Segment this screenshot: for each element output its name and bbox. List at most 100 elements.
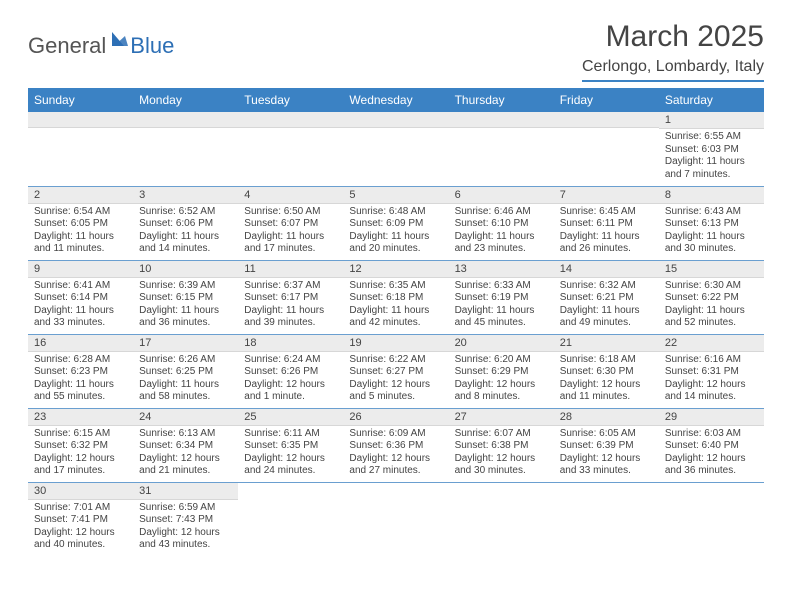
calendar-day-cell: 24Sunrise: 6:13 AMSunset: 6:34 PMDayligh… <box>133 408 238 482</box>
sunset-text: Sunset: 6:38 PM <box>455 440 548 453</box>
day-info: Sunrise: 7:01 AMSunset: 7:41 PMDaylight:… <box>28 500 133 556</box>
calendar-day-cell <box>343 482 448 556</box>
empty-day-header <box>449 112 554 128</box>
day-number: 29 <box>659 409 764 426</box>
sunset-text: Sunset: 6:19 PM <box>455 292 548 305</box>
calendar-table: Sunday Monday Tuesday Wednesday Thursday… <box>28 88 764 556</box>
logo-sail-icon <box>110 30 130 53</box>
sunrise-text: Sunrise: 6:09 AM <box>349 428 442 441</box>
day-number: 31 <box>133 483 238 500</box>
calendar-day-cell: 2Sunrise: 6:54 AMSunset: 6:05 PMDaylight… <box>28 186 133 260</box>
calendar-day-cell: 15Sunrise: 6:30 AMSunset: 6:22 PMDayligh… <box>659 260 764 334</box>
sunset-text: Sunset: 6:22 PM <box>665 292 758 305</box>
sunrise-text: Sunrise: 6:55 AM <box>665 131 758 144</box>
daylight-text: Daylight: 11 hours and 52 minutes. <box>665 305 758 330</box>
daylight-text: Daylight: 12 hours and 27 minutes. <box>349 453 442 478</box>
sunrise-text: Sunrise: 6:11 AM <box>244 428 337 441</box>
day-number: 4 <box>238 187 343 204</box>
empty-day-header <box>554 112 659 128</box>
day-number: 6 <box>449 187 554 204</box>
calendar-week-row: 30Sunrise: 7:01 AMSunset: 7:41 PMDayligh… <box>28 482 764 556</box>
calendar-day-cell: 6Sunrise: 6:46 AMSunset: 6:10 PMDaylight… <box>449 186 554 260</box>
logo: General Blue <box>28 30 174 61</box>
empty-day-header <box>133 112 238 128</box>
calendar-day-cell: 9Sunrise: 6:41 AMSunset: 6:14 PMDaylight… <box>28 260 133 334</box>
day-number: 17 <box>133 335 238 352</box>
daylight-text: Daylight: 11 hours and 23 minutes. <box>455 231 548 256</box>
day-info: Sunrise: 6:16 AMSunset: 6:31 PMDaylight:… <box>659 352 764 408</box>
day-number: 16 <box>28 335 133 352</box>
weekday-header: Monday <box>133 88 238 112</box>
calendar-day-cell: 5Sunrise: 6:48 AMSunset: 6:09 PMDaylight… <box>343 186 448 260</box>
daylight-text: Daylight: 11 hours and 30 minutes. <box>665 231 758 256</box>
daylight-text: Daylight: 12 hours and 17 minutes. <box>34 453 127 478</box>
daylight-text: Daylight: 11 hours and 36 minutes. <box>139 305 232 330</box>
header: General Blue March 2025 Cerlongo, Lombar… <box>28 20 764 82</box>
empty-day-header <box>28 112 133 128</box>
sunrise-text: Sunrise: 6:59 AM <box>139 502 232 515</box>
day-info: Sunrise: 6:28 AMSunset: 6:23 PMDaylight:… <box>28 352 133 408</box>
weekday-header: Saturday <box>659 88 764 112</box>
sunrise-text: Sunrise: 6:26 AM <box>139 354 232 367</box>
day-number: 15 <box>659 261 764 278</box>
calendar-day-cell <box>554 482 659 556</box>
sunrise-text: Sunrise: 6:05 AM <box>560 428 653 441</box>
sunset-text: Sunset: 6:05 PM <box>34 218 127 231</box>
sunrise-text: Sunrise: 6:15 AM <box>34 428 127 441</box>
calendar-document: General Blue March 2025 Cerlongo, Lombar… <box>0 0 792 576</box>
day-info: Sunrise: 6:55 AMSunset: 6:03 PMDaylight:… <box>659 129 764 185</box>
day-info: Sunrise: 6:41 AMSunset: 6:14 PMDaylight:… <box>28 278 133 334</box>
sunrise-text: Sunrise: 6:41 AM <box>34 280 127 293</box>
calendar-day-cell: 7Sunrise: 6:45 AMSunset: 6:11 PMDaylight… <box>554 186 659 260</box>
daylight-text: Daylight: 11 hours and 42 minutes. <box>349 305 442 330</box>
day-info: Sunrise: 6:05 AMSunset: 6:39 PMDaylight:… <box>554 426 659 482</box>
sunset-text: Sunset: 6:09 PM <box>349 218 442 231</box>
sunrise-text: Sunrise: 6:28 AM <box>34 354 127 367</box>
calendar-day-cell: 29Sunrise: 6:03 AMSunset: 6:40 PMDayligh… <box>659 408 764 482</box>
sunrise-text: Sunrise: 6:45 AM <box>560 206 653 219</box>
daylight-text: Daylight: 11 hours and 58 minutes. <box>139 379 232 404</box>
sunset-text: Sunset: 6:40 PM <box>665 440 758 453</box>
day-number: 24 <box>133 409 238 426</box>
day-number: 7 <box>554 187 659 204</box>
sunset-text: Sunset: 6:11 PM <box>560 218 653 231</box>
daylight-text: Daylight: 11 hours and 33 minutes. <box>34 305 127 330</box>
daylight-text: Daylight: 12 hours and 21 minutes. <box>139 453 232 478</box>
day-number: 27 <box>449 409 554 426</box>
sunrise-text: Sunrise: 6:52 AM <box>139 206 232 219</box>
sunrise-text: Sunrise: 7:01 AM <box>34 502 127 515</box>
sunrise-text: Sunrise: 6:24 AM <box>244 354 337 367</box>
day-info: Sunrise: 6:37 AMSunset: 6:17 PMDaylight:… <box>238 278 343 334</box>
day-info: Sunrise: 6:03 AMSunset: 6:40 PMDaylight:… <box>659 426 764 482</box>
daylight-text: Daylight: 11 hours and 11 minutes. <box>34 231 127 256</box>
calendar-day-cell: 31Sunrise: 6:59 AMSunset: 7:43 PMDayligh… <box>133 482 238 556</box>
weekday-header: Friday <box>554 88 659 112</box>
daylight-text: Daylight: 11 hours and 55 minutes. <box>34 379 127 404</box>
calendar-day-cell: 10Sunrise: 6:39 AMSunset: 6:15 PMDayligh… <box>133 260 238 334</box>
daylight-text: Daylight: 12 hours and 8 minutes. <box>455 379 548 404</box>
sunset-text: Sunset: 6:39 PM <box>560 440 653 453</box>
daylight-text: Daylight: 11 hours and 39 minutes. <box>244 305 337 330</box>
weekday-header: Tuesday <box>238 88 343 112</box>
calendar-day-cell: 4Sunrise: 6:50 AMSunset: 6:07 PMDaylight… <box>238 186 343 260</box>
calendar-day-cell: 26Sunrise: 6:09 AMSunset: 6:36 PMDayligh… <box>343 408 448 482</box>
location: Cerlongo, Lombardy, Italy <box>582 58 764 82</box>
sunrise-text: Sunrise: 6:54 AM <box>34 206 127 219</box>
calendar-day-cell: 22Sunrise: 6:16 AMSunset: 6:31 PMDayligh… <box>659 334 764 408</box>
calendar-day-cell <box>133 112 238 186</box>
day-number: 5 <box>343 187 448 204</box>
sunset-text: Sunset: 6:06 PM <box>139 218 232 231</box>
calendar-day-cell: 21Sunrise: 6:18 AMSunset: 6:30 PMDayligh… <box>554 334 659 408</box>
calendar-day-cell: 1Sunrise: 6:55 AMSunset: 6:03 PMDaylight… <box>659 112 764 186</box>
sunrise-text: Sunrise: 6:20 AM <box>455 354 548 367</box>
day-number: 12 <box>343 261 448 278</box>
daylight-text: Daylight: 11 hours and 17 minutes. <box>244 231 337 256</box>
calendar-day-cell: 13Sunrise: 6:33 AMSunset: 6:19 PMDayligh… <box>449 260 554 334</box>
empty-day-header <box>238 112 343 128</box>
day-info: Sunrise: 6:11 AMSunset: 6:35 PMDaylight:… <box>238 426 343 482</box>
sunrise-text: Sunrise: 6:16 AM <box>665 354 758 367</box>
day-number: 8 <box>659 187 764 204</box>
day-number: 19 <box>343 335 448 352</box>
sunset-text: Sunset: 6:25 PM <box>139 366 232 379</box>
calendar-day-cell: 30Sunrise: 7:01 AMSunset: 7:41 PMDayligh… <box>28 482 133 556</box>
